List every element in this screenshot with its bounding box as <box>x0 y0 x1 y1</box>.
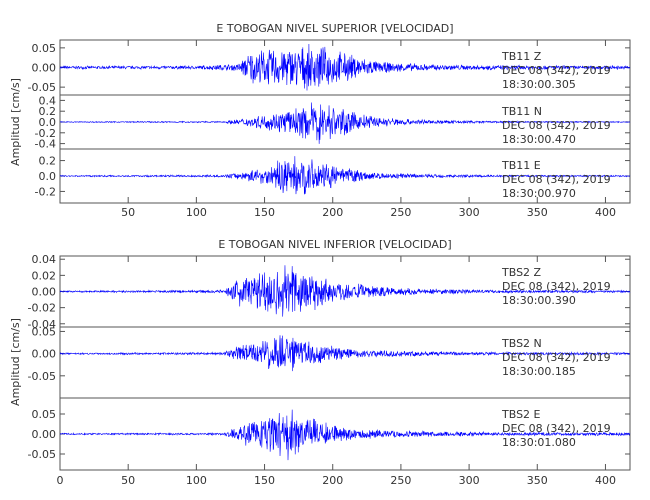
x-tick-label: 250 <box>390 474 411 487</box>
chart-title: E TOBOGAN NIVEL SUPERIOR [VELOCIDAD] <box>216 22 453 35</box>
y-tick-label: 0.04 <box>32 253 57 266</box>
x-tick-label: 50 <box>121 206 135 219</box>
y-tick-label: -0.05 <box>28 81 56 94</box>
waveform-trace <box>59 409 631 461</box>
x-tick-label: 100 <box>186 474 207 487</box>
waveform-trace <box>59 265 631 317</box>
x-tick-label: 50 <box>121 474 135 487</box>
x-tick-label: 400 <box>595 206 616 219</box>
record-date: DEC 08 (342), 2019 <box>502 351 611 364</box>
y-tick-label: -0.05 <box>28 448 56 461</box>
record-date: DEC 08 (342), 2019 <box>502 119 611 132</box>
x-tick-label: 300 <box>459 206 480 219</box>
record-time: 18:30:00.390 <box>502 294 576 307</box>
y-tick-label: 0.05 <box>32 325 57 338</box>
record-date: DEC 08 (342), 2019 <box>502 422 611 435</box>
y-tick-label: 0.05 <box>32 42 57 55</box>
station-component-label: TBS2 Z <box>501 266 542 279</box>
x-tick-label: 100 <box>186 206 207 219</box>
waveform-trace <box>59 156 631 195</box>
y-axis-label: Amplitud [cm/s] <box>9 78 22 166</box>
y-tick-label: 0.2 <box>39 155 57 168</box>
station-component-label: TBS2 N <box>501 337 542 350</box>
y-tick-label: 0.4 <box>39 94 57 107</box>
y-tick-label: 0.00 <box>32 286 57 299</box>
record-date: DEC 08 (342), 2019 <box>502 64 611 77</box>
y-tick-label: 0.00 <box>32 62 57 75</box>
y-tick-label: -0.4 <box>35 138 56 151</box>
station-component-label: TB11 E <box>501 159 541 172</box>
record-time: 18:30:00.470 <box>502 133 576 146</box>
y-tick-label: 0.00 <box>32 348 57 361</box>
y-tick-label: 0.0 <box>39 116 57 129</box>
station-component-label: TBS2 E <box>501 408 541 421</box>
y-tick-label: -0.2 <box>35 185 56 198</box>
x-tick-label: 0 <box>57 474 64 487</box>
record-time: 18:30:00.970 <box>502 187 576 200</box>
station-component-label: TB11 N <box>501 105 542 118</box>
y-tick-label: -0.05 <box>28 370 56 383</box>
x-tick-label: 200 <box>322 206 343 219</box>
y-tick-label: 0.00 <box>32 428 57 441</box>
y-tick-label: -0.04 <box>28 318 56 331</box>
y-tick-label: 0.02 <box>32 269 57 282</box>
y-tick-label: 0.05 <box>32 408 57 421</box>
record-time: 18:30:00.305 <box>502 78 576 91</box>
x-tick-label: 250 <box>390 206 411 219</box>
y-tick-label: 0.2 <box>39 105 57 118</box>
waveform-trace <box>59 43 631 91</box>
x-tick-label: 300 <box>459 474 480 487</box>
station-component-label: TB11 Z <box>501 50 542 63</box>
x-tick-label: 350 <box>527 206 548 219</box>
x-tick-label: 200 <box>322 474 343 487</box>
waveform-trace <box>59 335 631 372</box>
y-tick-label: -0.2 <box>35 127 56 140</box>
chart-title: E TOBOGAN NIVEL INFERIOR [VELOCIDAD] <box>218 238 451 251</box>
record-time: 18:30:01.080 <box>502 436 576 449</box>
x-tick-label: 350 <box>527 474 548 487</box>
x-tick-label: 400 <box>595 474 616 487</box>
y-axis-label: Amplitud [cm/s] <box>9 318 22 406</box>
y-tick-label: -0.02 <box>28 302 56 315</box>
y-tick-label: 0.0 <box>39 170 57 183</box>
x-tick-label: 150 <box>254 206 275 219</box>
record-time: 18:30:00.185 <box>502 365 576 378</box>
x-tick-label: 150 <box>254 474 275 487</box>
waveform-trace <box>59 102 631 144</box>
record-date: DEC 08 (342), 2019 <box>502 280 611 293</box>
record-date: DEC 08 (342), 2019 <box>502 173 611 186</box>
